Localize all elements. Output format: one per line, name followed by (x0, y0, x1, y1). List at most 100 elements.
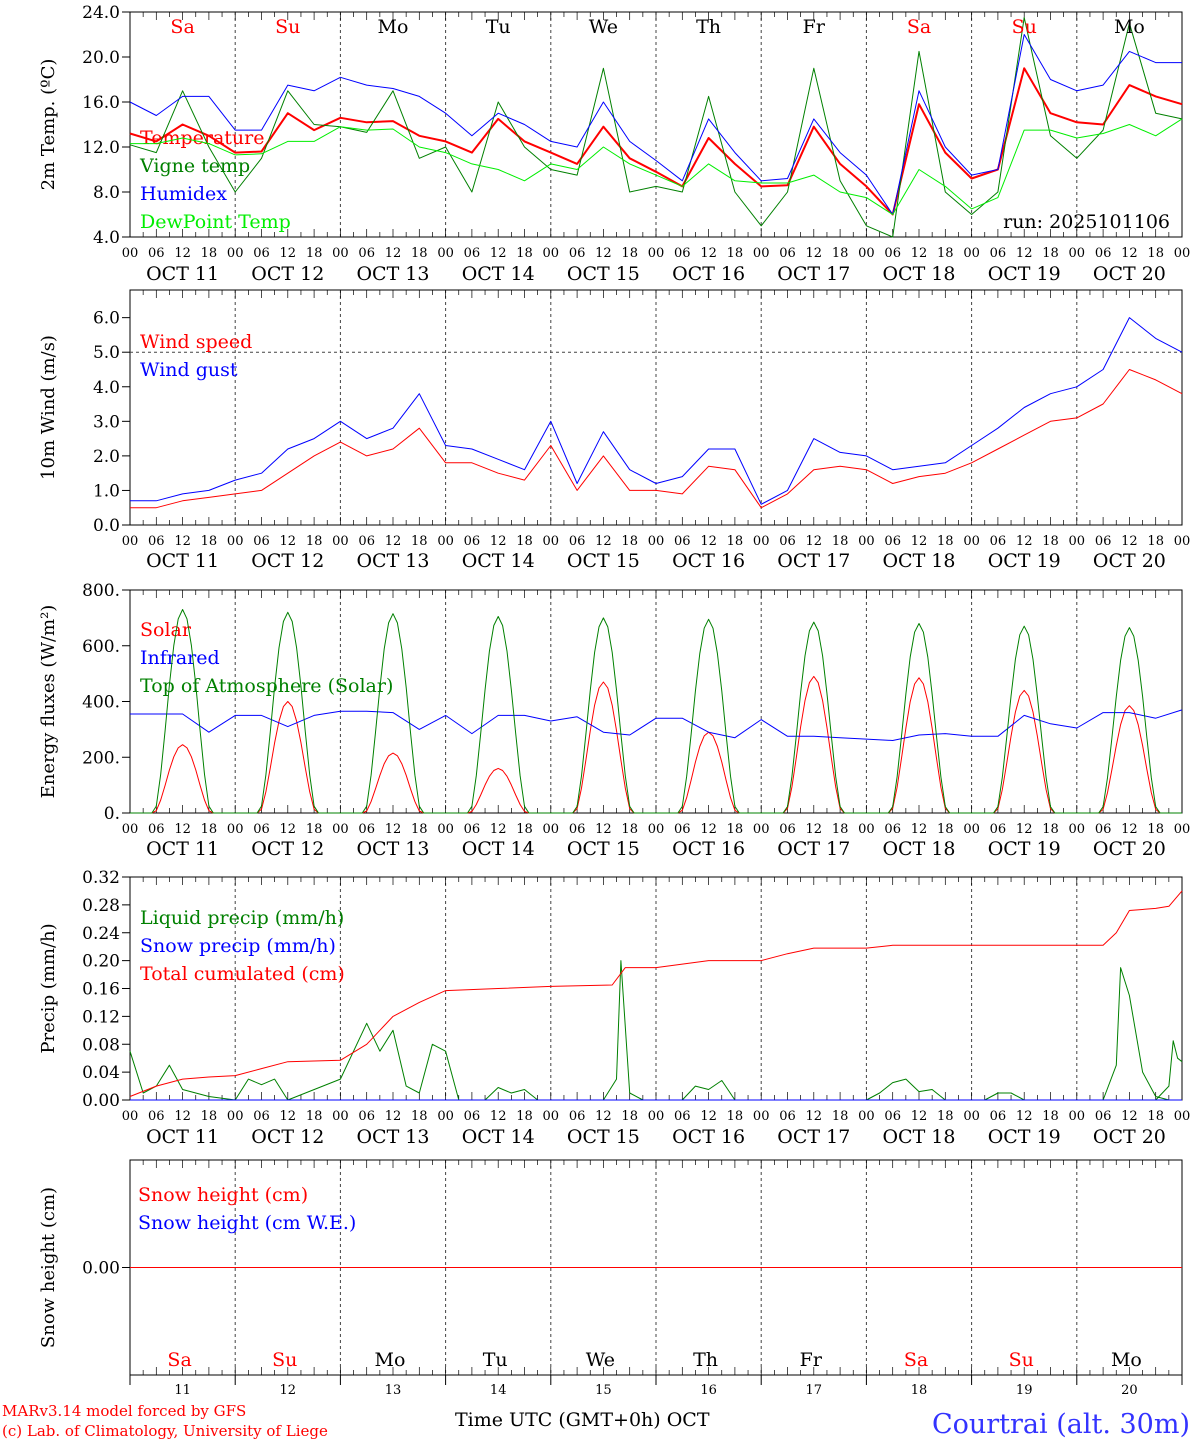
hour-tick-label: 00 (963, 822, 980, 837)
hour-ticks (129, 12, 1183, 237)
y-tick-label: 5.0 (93, 343, 120, 363)
hour-tick-label: 00 (543, 534, 560, 549)
hour-tick-label: 12 (174, 822, 191, 837)
hour-tick-label: 06 (464, 1109, 481, 1124)
hour-tick-label: 18 (727, 534, 744, 549)
weekday-label: We (586, 1349, 615, 1371)
hour-tick-label: 12 (1016, 1109, 1033, 1124)
hour-tick-label: 06 (884, 534, 901, 549)
hour-ticks (129, 877, 1183, 1100)
hour-tick-label: 06 (148, 1109, 165, 1124)
hour-tick-label: 00 (753, 822, 770, 837)
hour-tick-label: 00 (1069, 1109, 1086, 1124)
hour-tick-label: 12 (174, 1109, 191, 1124)
date-label: OCT 11 (146, 263, 219, 285)
y-tick-label: 4.0 (93, 378, 120, 398)
series-line-infrared (130, 709, 1183, 741)
y-tick-label: 0.32 (82, 868, 120, 888)
date-label: OCT 16 (672, 1126, 745, 1148)
date-label: OCT 20 (1093, 838, 1166, 860)
hour-tick-label: 18 (306, 246, 323, 261)
hour-tick-label: 06 (569, 534, 586, 549)
hour-tick-label: 00 (227, 1109, 244, 1124)
hour-tick-label: 12 (700, 246, 717, 261)
day-number-label: 12 (280, 1383, 297, 1398)
weekday-label: Mo (375, 1349, 406, 1371)
hour-tick-label: 00 (227, 246, 244, 261)
hour-tick-label: 06 (253, 534, 270, 549)
weekday-label: Mo (1111, 1349, 1142, 1371)
y-tick-label: 20.0 (82, 48, 120, 68)
hour-tick-label: 06 (569, 246, 586, 261)
series-line-humidex (129, 34, 1182, 215)
hour-tick-label: 00 (963, 534, 980, 549)
weekday-label: Tu (483, 1349, 508, 1371)
hour-tick-label: 18 (1147, 534, 1164, 549)
hour-tick-label: 06 (148, 246, 165, 261)
hour-tick-label: 12 (280, 822, 297, 837)
model-credit: MARv3.14 model forced by GFS (2, 1402, 246, 1420)
date-label: OCT 17 (777, 1126, 850, 1148)
y-tick-label: 0.04 (82, 1063, 120, 1083)
hour-tick-label: 12 (700, 1109, 717, 1124)
series-line-dewpoint-temp (130, 118, 1183, 215)
hour-tick-label: 06 (253, 1109, 270, 1124)
hour-tick-label: 18 (1042, 1109, 1059, 1124)
hour-tick-label: 18 (201, 822, 218, 837)
date-label: OCT 20 (1093, 263, 1166, 285)
weekday-label: Fr (803, 16, 826, 38)
hour-tick-label: 00 (753, 246, 770, 261)
hour-tick-label: 00 (1069, 534, 1086, 549)
hour-tick-label: 12 (700, 822, 717, 837)
lab-credit: (c) Lab. of Climatology, University of L… (2, 1422, 328, 1440)
hour-tick-label: 06 (779, 246, 796, 261)
hour-tick-label: 18 (201, 534, 218, 549)
legend-entry: Temperature (140, 127, 264, 149)
weekday-label: We (589, 16, 618, 38)
hour-tick-label: 18 (1042, 534, 1059, 549)
hour-tick-label: 06 (990, 534, 1007, 549)
date-label: OCT 15 (567, 1126, 640, 1148)
weekday-label: Sa (170, 16, 194, 38)
hour-tick-label: 18 (516, 246, 533, 261)
legend-entry: Total cumulated (cm) (140, 963, 345, 985)
date-label: OCT 15 (567, 838, 640, 860)
date-label: OCT 13 (356, 1126, 429, 1148)
y-tick-label: 0.12 (82, 1007, 120, 1027)
day-number-label: 20 (1121, 1383, 1138, 1398)
date-label: OCT 12 (251, 263, 324, 285)
hour-tick-label: 00 (543, 1109, 560, 1124)
date-label: OCT 20 (1093, 1126, 1166, 1148)
weekday-label: Fr (800, 1349, 823, 1371)
y-axis-label: Snow height (cm) (38, 1187, 59, 1348)
weekday-label: Su (272, 1349, 297, 1371)
hour-tick-label: 18 (306, 534, 323, 549)
hour-tick-label: 00 (1174, 1109, 1191, 1124)
series-line-total-cumulated-cm- (129, 890, 1183, 1097)
hour-tick-label: 06 (884, 822, 901, 837)
hour-tick-label: 06 (358, 822, 375, 837)
hour-tick-label: 18 (727, 246, 744, 261)
y-tick-label: 8.0 (93, 183, 120, 203)
hour-tick-label: 12 (280, 246, 297, 261)
hour-tick-label: 00 (543, 246, 560, 261)
legend-entry: Humidex (140, 183, 227, 205)
date-label: OCT 17 (777, 550, 850, 572)
hour-tick-label: 18 (937, 246, 954, 261)
date-label: OCT 18 (882, 550, 955, 572)
hour-tick-label: 18 (411, 822, 428, 837)
hour-tick-label: 12 (490, 1109, 507, 1124)
hour-tick-label: 00 (1174, 534, 1191, 549)
hour-tick-label: 18 (621, 534, 638, 549)
hour-tick-label: 12 (174, 246, 191, 261)
y-tick-label: 0.00 (82, 1091, 120, 1111)
date-label: OCT 18 (882, 1126, 955, 1148)
hour-tick-label: 00 (332, 246, 349, 261)
hour-tick-label: 00 (858, 246, 875, 261)
hour-tick-label: 18 (516, 534, 533, 549)
hour-tick-label: 18 (1147, 822, 1164, 837)
series-line-top-of-atmosphere-solar- (130, 609, 1182, 814)
hour-tick-label: 06 (358, 246, 375, 261)
date-label: OCT 17 (777, 838, 850, 860)
hour-tick-label: 00 (227, 822, 244, 837)
